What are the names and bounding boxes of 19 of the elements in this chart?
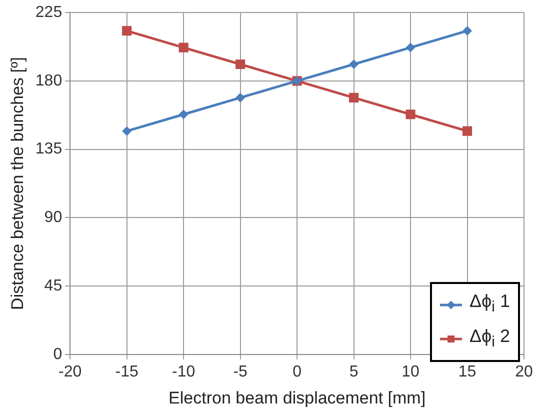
x-axis-title: Electron beam displacement [mm] [168, 388, 426, 408]
y-axis-title: Distance between the bunches [º] [8, 57, 27, 310]
x-tick-label: 15 [458, 363, 476, 380]
y-tick-label: 45 [44, 277, 62, 294]
x-tick-label: -5 [233, 363, 248, 380]
y-tick-label: 90 [44, 209, 62, 226]
x-tick-label: 0 [292, 363, 302, 380]
x-tick-label: -15 [115, 363, 138, 380]
legend-label: Δϕ$_{i}$ 1 [470, 290, 510, 318]
y-tick-label: 0 [53, 346, 62, 363]
y-tick-label: 135 [35, 140, 62, 158]
x-tick-label: -10 [172, 363, 196, 380]
x-tick-label: -20 [58, 363, 82, 380]
x-tick-label: 10 [402, 363, 420, 380]
x-tick-label: 20 [515, 363, 533, 380]
y-tick-label: 180 [35, 72, 62, 90]
y-tick-label: 225 [35, 4, 62, 22]
legend-label: Δϕ$_{i}$ 2 [470, 324, 510, 353]
x-tick-label: 5 [349, 363, 358, 380]
